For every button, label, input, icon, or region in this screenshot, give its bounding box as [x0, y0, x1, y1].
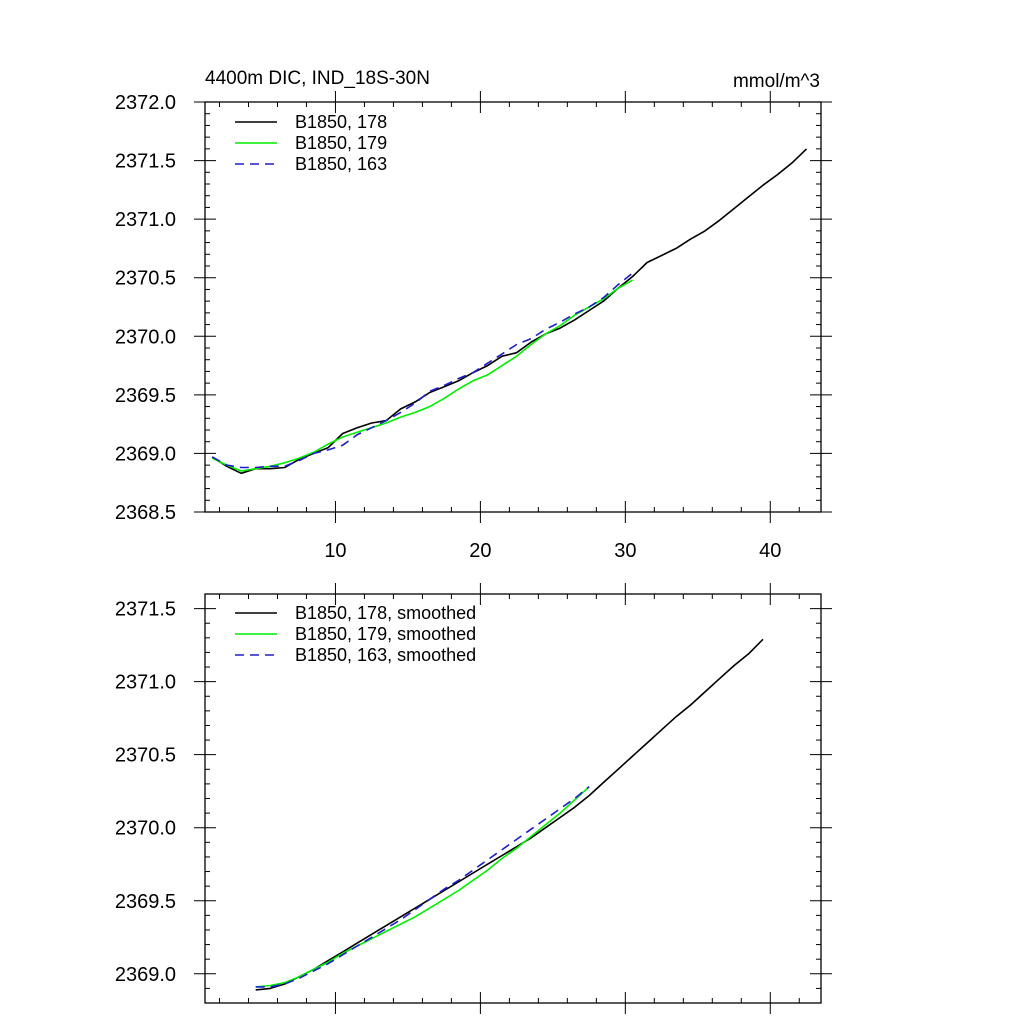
top-panel-plot: 10 20 30 40 2368.5 2369.0 2369.5 2370.0 2370.5 23… — [115, 91, 832, 562]
y-tick-label: 2370.5 — [115, 268, 176, 290]
x-tick-label: 10 — [324, 540, 346, 562]
x-tick-label: 30 — [614, 540, 636, 562]
series-line-2 — [211, 279, 633, 472]
y-tick-label: 2369.5 — [115, 891, 176, 913]
x-tick-label: 40 — [759, 540, 781, 562]
legend-label: B1850, 178, smoothed — [295, 603, 476, 623]
y-tick-label: 2368.5 — [115, 502, 176, 524]
y-tick-label: 2370.0 — [115, 818, 176, 840]
legend-label: B1850, 163 — [295, 154, 387, 174]
y-tick-label: 2371.5 — [115, 599, 176, 621]
legend-label: B1850, 179 — [295, 133, 387, 153]
series-line-1 — [255, 638, 764, 991]
series-line-2 — [255, 786, 590, 988]
chart-title: 4400m DIC, IND_18S-30N — [205, 68, 430, 89]
legend-label: B1850, 179, smoothed — [295, 624, 476, 644]
bottom-panel-plot: 2369.0 2369.5 2370.0 2370.5 2371.0 2371.5 B185… — [115, 583, 832, 1014]
plot-frame — [204, 101, 822, 513]
y-tick-label: 2369.5 — [115, 385, 176, 407]
y-tick-label: 2369.0 — [115, 964, 176, 986]
units-label: mmol/m^3 — [733, 71, 820, 92]
legend-label: B1850, 178 — [295, 112, 387, 132]
y-tick-label: 2369.0 — [115, 443, 176, 465]
series-line-3 — [255, 786, 590, 988]
y-tick-label: 2370.5 — [115, 745, 176, 767]
y-tick-label: 2371.5 — [115, 151, 176, 173]
legend-label: B1850, 163, smoothed — [295, 645, 476, 665]
y-tick-label: 2371.0 — [115, 672, 176, 694]
series-line-3 — [211, 272, 634, 469]
x-tick-label: 20 — [469, 540, 491, 562]
y-tick-label: 2370.0 — [115, 326, 176, 348]
series-line-1 — [211, 148, 808, 475]
y-tick-label: 2372.0 — [115, 92, 176, 114]
y-tick-label: 2371.0 — [115, 209, 176, 231]
